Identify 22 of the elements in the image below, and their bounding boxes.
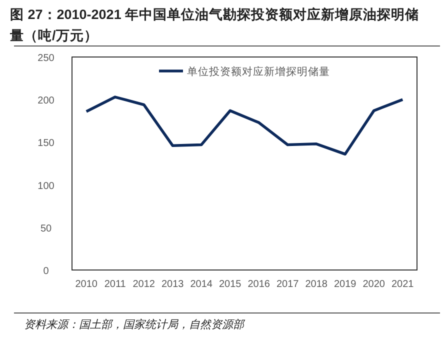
y-tick-label: 0: [43, 266, 50, 277]
y-tick-label: 150: [38, 138, 55, 150]
text: 资料来源：国土部，国家统计局，自然资源部: [24, 318, 246, 331]
y-tick-label: 200: [38, 96, 55, 107]
x-tick-label: 2018: [305, 279, 328, 290]
legend: 单位投资额对应新增探明储量: [159, 66, 330, 78]
y-tick-label: 50: [40, 223, 52, 234]
x-tick-label: 2015: [219, 279, 242, 290]
x-tick-label: 2017: [276, 279, 300, 290]
y-tick-label: 100: [38, 180, 55, 192]
x-tick-label: 2016: [248, 279, 270, 290]
x-tick-label: 2020: [362, 279, 386, 290]
y-tick-label: 250: [38, 53, 55, 64]
x-tick-label: 2011: [104, 279, 126, 290]
x-tick-label: 2021: [392, 279, 414, 290]
x-tick-label: 2019: [334, 279, 357, 290]
legend-label: 单位投资额对应新增探明储量: [187, 65, 330, 78]
title: 图 27：2010-2021 年中国单位油气勘探投资额对应新增原油探明储量（吨/万元）: [10, 7, 420, 43]
x-tick-label: 2013: [162, 279, 184, 290]
x-tick-label: 2014: [190, 279, 213, 290]
x-tick-label: 2012: [132, 279, 156, 290]
x-tick-label: 2010: [75, 279, 98, 290]
